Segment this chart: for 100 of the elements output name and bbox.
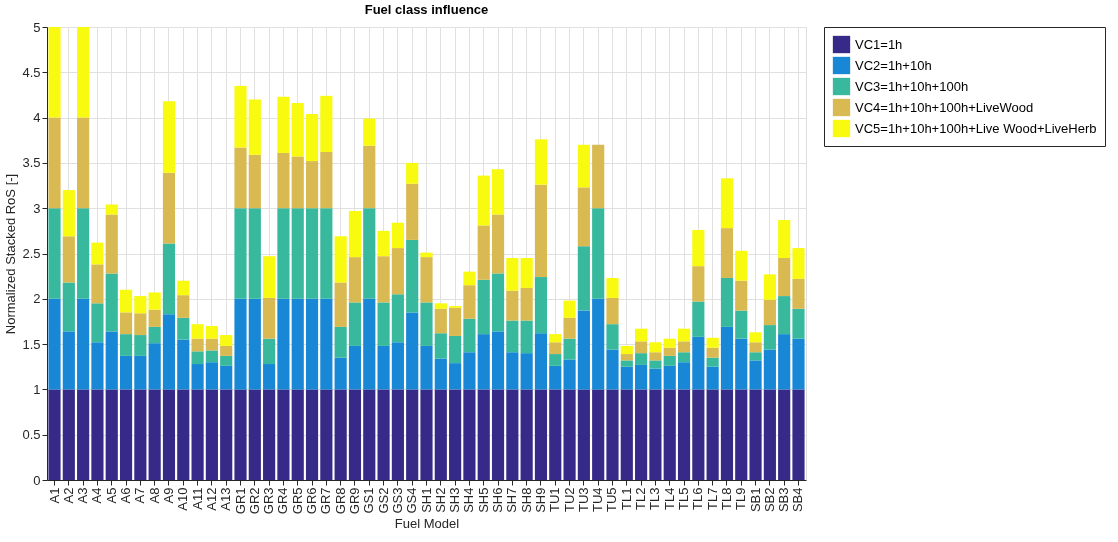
x-tick-label: GS1 xyxy=(361,487,377,514)
x-tick-label: SB1 xyxy=(747,487,763,513)
bar xyxy=(277,152,290,209)
legend-label: VC1=1h xyxy=(855,36,903,52)
bar xyxy=(592,144,605,209)
x-tick-label: SH8 xyxy=(518,487,534,513)
bar xyxy=(291,298,304,390)
bar xyxy=(119,312,133,335)
bar xyxy=(706,357,719,367)
legend-label: VC5=1h+10h+100h+Live Wood+LiveHerb xyxy=(855,120,1097,136)
bar xyxy=(205,389,218,480)
bar xyxy=(191,324,204,339)
bar xyxy=(649,389,662,480)
bar xyxy=(434,333,447,359)
x-tick-label: TU4 xyxy=(590,487,606,513)
x-tick-label: TL2 xyxy=(633,487,649,510)
bar xyxy=(592,389,605,480)
bar xyxy=(220,389,233,480)
bar xyxy=(48,27,61,118)
bar xyxy=(119,389,133,480)
bar xyxy=(406,183,419,240)
bar xyxy=(263,338,276,365)
bar xyxy=(763,274,776,300)
x-tick-label: A13 xyxy=(218,487,234,511)
bar xyxy=(191,351,204,365)
x-tick-label: GR1 xyxy=(232,487,248,515)
bar xyxy=(320,152,333,209)
bar xyxy=(534,184,548,278)
bar xyxy=(62,190,75,237)
bar xyxy=(334,236,347,283)
y-tick-label: 0 xyxy=(33,472,41,488)
bar xyxy=(305,389,319,480)
bar xyxy=(77,208,90,299)
bar xyxy=(663,347,676,356)
bar xyxy=(119,289,133,313)
bar xyxy=(363,298,376,390)
y-tick-label: 2 xyxy=(33,291,41,307)
bar xyxy=(234,298,247,390)
bar xyxy=(620,354,633,361)
bar xyxy=(506,389,519,480)
bar xyxy=(577,187,590,247)
bar xyxy=(520,258,533,288)
bar xyxy=(549,334,562,343)
legend-label: VC4=1h+10h+100h+LiveWood xyxy=(855,99,1034,115)
bar xyxy=(334,326,347,358)
bar xyxy=(549,354,562,366)
bar xyxy=(391,294,404,343)
x-tick-label: A10 xyxy=(175,487,191,511)
bar xyxy=(763,299,776,326)
bar xyxy=(635,328,648,342)
bar xyxy=(363,118,376,146)
bar xyxy=(677,389,691,480)
chart-title: Fuel class influence xyxy=(364,2,489,17)
bar xyxy=(778,389,791,480)
y-tick-label: 0.5 xyxy=(22,427,41,443)
bar xyxy=(520,287,533,321)
bar xyxy=(606,324,619,350)
bar xyxy=(763,325,776,350)
bar xyxy=(291,389,304,480)
x-tick-label: TU2 xyxy=(561,487,577,513)
bar xyxy=(749,389,762,480)
bar xyxy=(205,325,218,339)
x-tick-label: TL1 xyxy=(618,487,634,510)
bar xyxy=(449,363,462,390)
x-tick-label: GR7 xyxy=(318,487,334,515)
bar xyxy=(191,364,204,390)
bar xyxy=(477,175,490,226)
bar xyxy=(234,85,247,148)
bar xyxy=(692,301,705,337)
bar xyxy=(191,389,204,480)
bar xyxy=(563,389,576,480)
x-tick-label: SH4 xyxy=(461,487,477,513)
x-tick-label: A8 xyxy=(146,487,162,504)
bar xyxy=(692,229,705,267)
x-tick-label: TL6 xyxy=(690,487,706,510)
bar xyxy=(205,350,218,363)
bar xyxy=(62,331,75,390)
bar xyxy=(305,208,319,299)
bar xyxy=(91,242,104,265)
bar xyxy=(334,282,347,327)
bar xyxy=(477,225,490,280)
bar xyxy=(420,252,433,258)
bar xyxy=(577,144,590,188)
bar xyxy=(177,280,190,296)
bar xyxy=(763,349,776,390)
bar xyxy=(134,313,147,336)
bar xyxy=(463,271,476,286)
bar xyxy=(77,117,90,209)
bar xyxy=(563,317,576,339)
bar xyxy=(549,389,562,480)
bar xyxy=(391,389,404,480)
bar xyxy=(148,309,161,327)
bar xyxy=(506,258,519,291)
bar xyxy=(749,332,762,343)
x-tick-label: GR3 xyxy=(261,487,277,515)
bar xyxy=(162,314,176,390)
bar xyxy=(305,298,319,390)
bar xyxy=(177,339,190,390)
bar xyxy=(606,389,619,480)
bar xyxy=(305,113,319,162)
